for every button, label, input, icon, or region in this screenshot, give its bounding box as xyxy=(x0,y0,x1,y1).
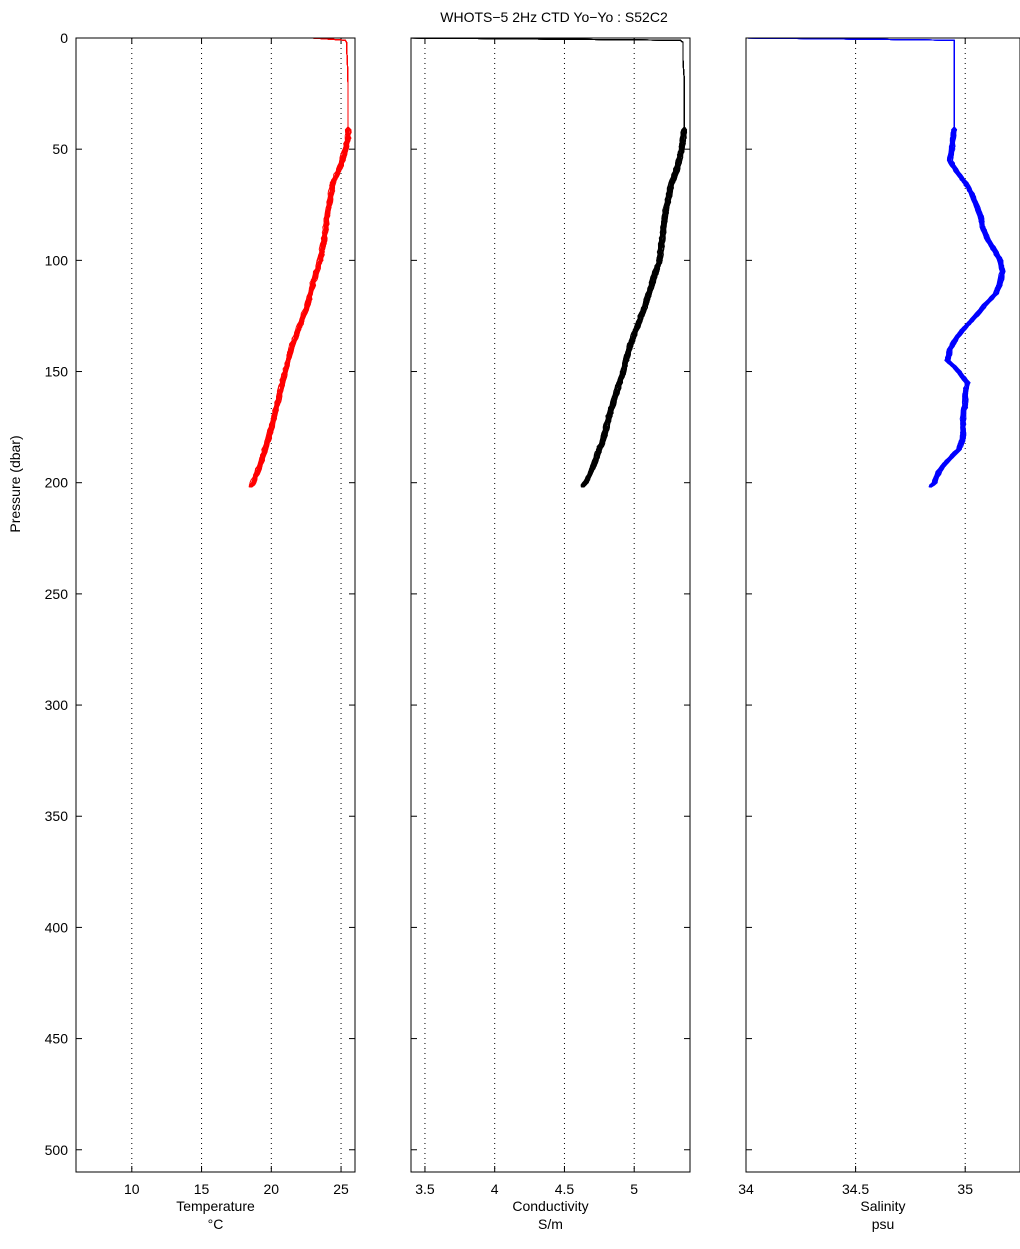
conductivity-profile-line xyxy=(411,38,687,488)
conductivity-panel: 3.5 4 4.5 5 Conductivity S/m xyxy=(410,37,691,1232)
salinity-panel: 34 34.5 35 Salinity psu xyxy=(738,37,1020,1232)
y-tick-label: 150 xyxy=(45,364,69,380)
temperature-profile-line xyxy=(251,38,352,488)
temperature-profile-line xyxy=(250,38,350,488)
salinity-axes-frame xyxy=(745,37,1020,1173)
temperature-profile-line xyxy=(249,38,349,488)
salinity-traces xyxy=(746,38,1006,488)
conductivity-unit-label: S/m xyxy=(538,1216,563,1232)
temperature-profile-line xyxy=(250,38,350,488)
temperature-profile-line xyxy=(250,38,350,488)
temperature-profile-line xyxy=(250,38,350,488)
temperature-profile-line xyxy=(251,38,352,488)
salinity-profile-line xyxy=(746,38,1005,488)
temperature-axes-frame xyxy=(75,37,356,1173)
x-tick-label: 10 xyxy=(124,1181,140,1197)
conductivity-profile-line xyxy=(411,38,685,488)
temperature-traces xyxy=(248,38,352,488)
conductivity-profile-line xyxy=(411,38,688,488)
temperature-profile-line xyxy=(250,38,349,488)
conductivity-profile-line xyxy=(411,38,685,488)
temperature-axis-label: Temperature xyxy=(176,1198,255,1214)
conductivity-profile-line xyxy=(411,38,687,488)
salinity-axis-label: Salinity xyxy=(860,1198,905,1214)
conductivity-profile-line xyxy=(411,38,685,488)
conductivity-profile-line xyxy=(411,38,685,488)
temperature-profile-line xyxy=(249,38,349,488)
temperature-profile-line xyxy=(250,38,350,488)
temperature-profile-line xyxy=(250,38,350,488)
conductivity-profile-line xyxy=(411,38,685,488)
y-tick-label: 350 xyxy=(45,808,69,824)
x-tick-label: 20 xyxy=(264,1181,280,1197)
temperature-panel: 0 50 100 150 200 250 300 350 400 450 500 10 15 20 25 Te… xyxy=(45,30,356,1232)
conductivity-profile-line xyxy=(411,38,687,488)
temperature-profile-line xyxy=(249,38,349,488)
y-tick-label: 450 xyxy=(45,1031,69,1047)
conductivity-profile-line xyxy=(411,38,685,488)
y-tick-label: 400 xyxy=(45,919,69,935)
conductivity-traces xyxy=(411,38,688,488)
temperature-profile-line xyxy=(248,38,349,488)
y-tick-label: 200 xyxy=(45,475,69,491)
temperature-profile-line xyxy=(248,38,349,488)
conductivity-profile-line xyxy=(411,38,685,488)
salinity-unit-label: psu xyxy=(872,1216,895,1232)
y-tick-label: 50 xyxy=(52,141,68,157)
temperature-unit-label: °C xyxy=(208,1216,224,1232)
y-tick-label: 250 xyxy=(45,586,69,602)
conductivity-profile-line xyxy=(411,38,686,488)
conductivity-profile-line xyxy=(411,38,688,488)
x-tick-label: 34.5 xyxy=(842,1181,869,1197)
x-tick-label: 35 xyxy=(957,1181,973,1197)
temperature-profile-line xyxy=(249,38,349,488)
temperature-profile-line xyxy=(250,38,351,488)
conductivity-axes-frame xyxy=(410,37,691,1173)
salinity-profile-line xyxy=(746,38,1006,488)
y-axis-label: Pressure (dbar) xyxy=(7,435,23,532)
conductivity-axis-label: Conductivity xyxy=(512,1198,588,1214)
temperature-profile-line xyxy=(249,38,349,488)
figure-title: WHOTS−5 2Hz CTD Yo−Yo : S52C2 xyxy=(440,9,668,25)
y-tick-label: 100 xyxy=(45,252,69,268)
temperature-profile-line xyxy=(250,38,350,488)
x-tick-label: 3.5 xyxy=(415,1181,435,1197)
x-tick-label: 25 xyxy=(333,1181,349,1197)
x-tick-label: 5 xyxy=(630,1181,638,1197)
x-tick-label: 34 xyxy=(738,1181,754,1197)
y-tick-label: 300 xyxy=(45,697,69,713)
conductivity-profile-line xyxy=(411,38,685,488)
conductivity-profile-line xyxy=(411,38,685,488)
temperature-profile-line xyxy=(249,38,349,488)
x-tick-label: 4 xyxy=(491,1181,499,1197)
conductivity-profile-line xyxy=(411,38,685,488)
conductivity-profile-line xyxy=(411,38,687,488)
x-tick-label: 4.5 xyxy=(555,1181,575,1197)
y-tick-label: 500 xyxy=(45,1142,69,1158)
x-tick-label: 15 xyxy=(194,1181,210,1197)
temperature-profile-line xyxy=(251,38,352,488)
y-tick-label: 0 xyxy=(60,30,68,46)
conductivity-profile-line xyxy=(411,38,685,488)
conductivity-profile-line xyxy=(411,38,687,488)
conductivity-profile-line xyxy=(411,38,685,488)
